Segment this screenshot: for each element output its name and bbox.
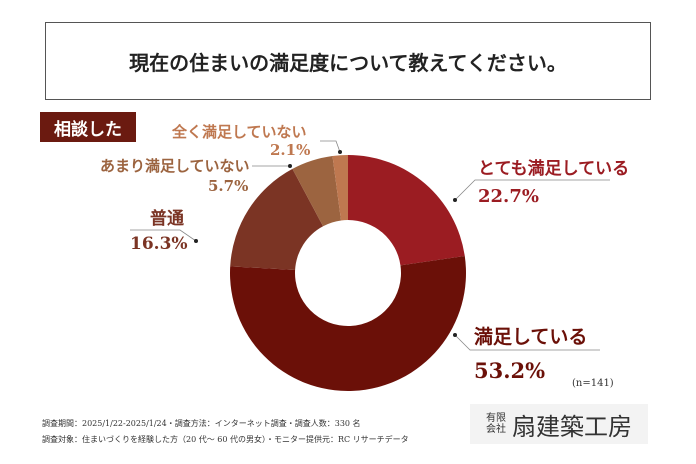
leader-lines: [130, 140, 610, 351]
value-not-satisfied: 2.1%: [270, 141, 311, 159]
value-not-very-satisfied: 5.7%: [208, 177, 249, 195]
company-logo: 有限 会社 扇建築工房: [470, 404, 648, 444]
label-very-satisfied: とても満足している: [478, 159, 630, 179]
logo-small-bottom: 会社: [486, 424, 506, 435]
donut-slice-3: [292, 156, 342, 227]
leader-dot-2: [194, 239, 198, 243]
segment-tag: 相談した: [40, 112, 136, 142]
sample-size: (n=141): [572, 378, 614, 389]
leader-dot-4: [338, 150, 342, 154]
label-satisfied: 満足している: [474, 326, 588, 348]
survey-period: 調査期間：2025/1/22-2025/1/24・調査方法：インターネット調査・…: [42, 419, 361, 428]
donut-slice-0: [348, 155, 465, 266]
leader-line-1: [454, 334, 600, 351]
survey-target: 調査対象：住まいづくりを経験した方（20 代～ 60 代の男女）・モニター提供元…: [42, 435, 409, 444]
donut-slice-1: [230, 256, 466, 391]
leader-dot-0: [453, 198, 457, 202]
label-neutral: 普通: [150, 209, 184, 229]
leader-dot-1: [453, 333, 457, 337]
leader-line-4: [320, 140, 341, 153]
value-neutral: 16.3%: [130, 234, 188, 254]
leader-line-0: [454, 179, 610, 201]
label-not-very-satisfied: あまり満足していない: [100, 157, 250, 175]
donut-slice-4: [332, 155, 348, 221]
label-not-satisfied: 全く満足していない: [172, 123, 307, 141]
leader-line-2: [130, 229, 197, 242]
logo-small-top: 有限: [486, 413, 506, 424]
value-satisfied: 53.2%: [474, 358, 546, 383]
donut-slice-2: [230, 168, 324, 271]
chart-title: 現在の住まいの満足度について教えてください。: [45, 22, 651, 100]
logo-name: 扇建築工房: [512, 412, 632, 441]
value-very-satisfied: 22.7%: [478, 186, 539, 207]
leader-dot-3: [288, 164, 292, 168]
